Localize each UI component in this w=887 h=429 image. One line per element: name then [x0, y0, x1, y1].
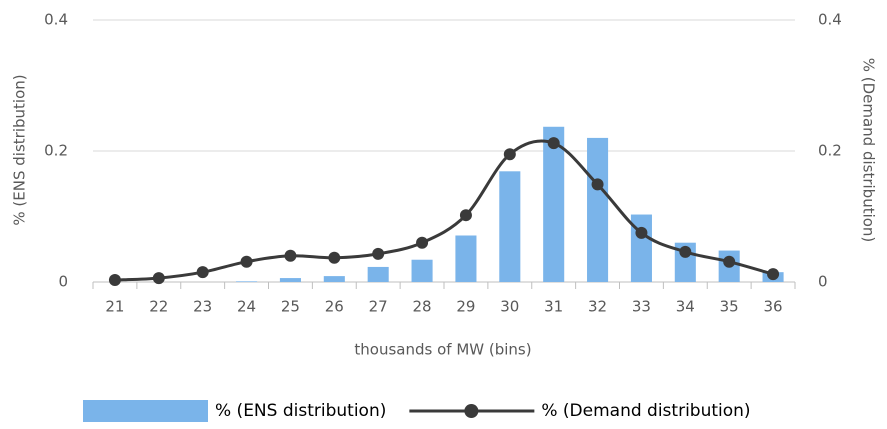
x-tick-label: 28: [413, 298, 432, 316]
bar: [279, 278, 301, 282]
x-tick-label: 30: [500, 298, 519, 316]
y2-axis-label: % (Demand distribution): [860, 58, 878, 243]
x-tick-label: 23: [193, 298, 212, 316]
x-tick-label: 31: [544, 298, 563, 316]
bar: [499, 171, 521, 282]
y-axis-label: % (ENS distribution): [11, 74, 29, 225]
line-point: [284, 249, 297, 262]
x-axis-label: thousands of MW (bins): [354, 341, 531, 359]
line-point: [240, 255, 253, 268]
x-tick-label: 35: [720, 298, 739, 316]
x-tick-label: 32: [588, 298, 607, 316]
y-tick-label: 0: [58, 273, 68, 291]
x-tick-label: 24: [237, 298, 256, 316]
line-point: [459, 209, 472, 222]
bar: [323, 276, 345, 282]
y2-tick-label: 0.2: [818, 142, 842, 160]
legend-label: % (ENS distribution): [215, 401, 386, 421]
x-tick-label: 34: [676, 298, 695, 316]
line-point: [416, 236, 429, 249]
line-point: [372, 247, 385, 260]
legend-label: % (Demand distribution): [541, 401, 750, 421]
x-tick-label: 22: [149, 298, 168, 316]
line-point: [723, 255, 736, 268]
x-tick-label: 27: [369, 298, 388, 316]
y-tick-label: 0.4: [44, 11, 68, 29]
legend-swatch: [83, 400, 208, 422]
x-tick-label: 25: [281, 298, 300, 316]
bar: [367, 266, 389, 282]
legend-swatch-point: [464, 404, 479, 418]
bar: [587, 137, 609, 282]
bar: [455, 235, 477, 282]
x-tick-label: 21: [105, 298, 124, 316]
line-point: [108, 274, 121, 287]
line-point: [152, 272, 165, 285]
line-point: [591, 178, 604, 191]
line-point: [328, 251, 341, 264]
y-tick-label: 0.2: [44, 142, 68, 160]
line: [114, 139, 774, 282]
line-point: [635, 226, 648, 239]
line-point: [196, 266, 209, 279]
y2-tick-label: 0: [818, 273, 828, 291]
y2-tick-label: 0.4: [818, 11, 842, 29]
x-tick-label: 36: [764, 298, 783, 316]
x-tick-label: 33: [632, 298, 651, 316]
line-point: [503, 148, 516, 161]
bar: [236, 281, 258, 282]
x-tick-label: 26: [325, 298, 344, 316]
bar: [411, 259, 433, 282]
bar: [543, 126, 565, 282]
x-tick-label: 29: [456, 298, 475, 316]
line-point: [767, 268, 780, 281]
line-point: [679, 245, 692, 258]
line-point: [547, 137, 560, 150]
